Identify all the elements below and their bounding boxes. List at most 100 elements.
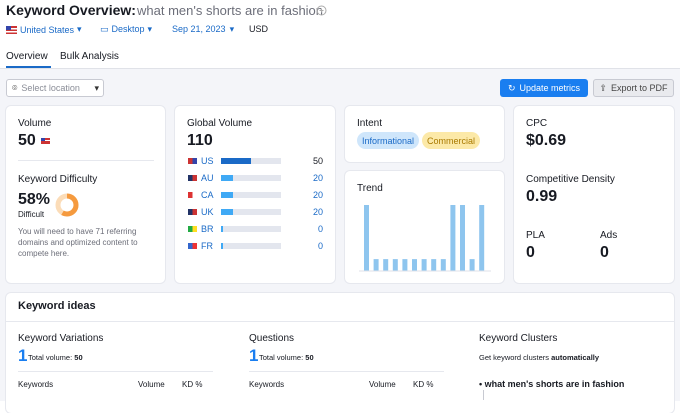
country-code: CA xyxy=(201,190,214,200)
cluster-text: what men's shorts are in fashion xyxy=(484,379,625,389)
trend-chart xyxy=(359,205,491,272)
donut-value xyxy=(55,193,79,217)
volume-value: 50 xyxy=(18,132,36,149)
volume-label: Volume xyxy=(18,118,52,129)
export-button[interactable]: ⇪ Export to PDF xyxy=(593,79,674,97)
page: {"header":{"title":"Keyword Overview:","… xyxy=(0,2,680,401)
caret: ▾ xyxy=(229,24,235,34)
ads-label: Ads xyxy=(600,230,618,241)
info-icon[interactable] xyxy=(316,5,327,16)
export-label: Export to PDF xyxy=(611,83,668,93)
cluster-item[interactable]: • what men's shorts are in fashion xyxy=(479,379,625,389)
trend-bar xyxy=(450,205,456,271)
col-header: KD % xyxy=(182,380,203,389)
update-button[interactable]: ↻ Update metrics xyxy=(500,79,588,97)
col-header: Volume xyxy=(369,380,396,389)
divider xyxy=(18,160,154,161)
currency: USD xyxy=(249,24,269,34)
country-volume: 20 xyxy=(312,173,323,183)
difficulty-level: Difficult xyxy=(18,210,45,219)
country-code: AU xyxy=(201,173,214,183)
total-label: Total volume: xyxy=(28,353,73,362)
intent-tag: Commercial xyxy=(422,132,481,149)
country-code: BR xyxy=(201,224,214,234)
bar-track xyxy=(221,226,281,232)
flag xyxy=(188,192,197,198)
density-label: Competitive Density xyxy=(526,174,615,185)
flag xyxy=(188,158,197,164)
trend-bar xyxy=(373,259,379,271)
trend-bar xyxy=(412,259,417,271)
trend-bar xyxy=(469,259,475,271)
bar-track xyxy=(221,243,281,249)
ads-value: 0 xyxy=(600,244,609,261)
bar-track xyxy=(221,175,281,181)
flag xyxy=(188,175,197,181)
cpc-value: $0.69 xyxy=(526,132,567,149)
total-label: Total volume: xyxy=(259,353,304,362)
col-header: Volume xyxy=(138,380,165,389)
volume-bar xyxy=(221,226,223,232)
questions-label: Questions xyxy=(249,333,295,344)
metrics-card xyxy=(514,106,674,283)
trend-bar xyxy=(392,259,398,271)
tab[interactable]: Overview xyxy=(6,51,48,62)
pla-value: 0 xyxy=(526,244,535,261)
flag xyxy=(188,226,197,232)
questions-total: Total volume: 50 xyxy=(259,353,314,362)
trend-bar xyxy=(402,259,408,271)
location: Select location xyxy=(21,83,80,93)
caret: ▾ xyxy=(94,82,99,93)
country-volume: 0 xyxy=(317,224,323,234)
divider xyxy=(18,371,213,372)
trend-bar xyxy=(383,259,389,271)
country-select[interactable]: United States ▾ xyxy=(6,24,82,35)
country-volume: 20 xyxy=(312,207,323,217)
density-value: 0.99 xyxy=(526,188,558,205)
date: Sep 21, 2023 xyxy=(172,24,226,34)
variations-count[interactable]: 1 xyxy=(18,346,28,365)
flag xyxy=(41,138,50,144)
pin: ⌾ xyxy=(12,82,18,93)
variations-total: Total volume: 50 xyxy=(28,353,83,362)
trend-label: Trend xyxy=(357,183,383,194)
total-value: 50 xyxy=(305,353,314,362)
global-label: Global Volume xyxy=(187,118,253,129)
tab[interactable]: Bulk Analysis xyxy=(60,51,119,62)
device: Desktop xyxy=(111,24,145,34)
export-icon: ⇪ xyxy=(599,82,607,93)
trend-bar xyxy=(431,259,437,271)
bar-track xyxy=(221,158,281,164)
flag xyxy=(188,209,197,215)
col-header: KD % xyxy=(413,380,434,389)
intent-label: Intent xyxy=(357,118,383,129)
difficulty-label: Keyword Difficulty xyxy=(18,174,98,185)
questions-count[interactable]: 1 xyxy=(249,346,259,365)
update-label: Update metrics xyxy=(519,83,581,93)
variations-label: Keyword Variations xyxy=(18,333,104,344)
ideas-title: Keyword ideas xyxy=(18,300,96,312)
ideas-card xyxy=(6,293,674,413)
country-volume: 20 xyxy=(312,190,323,200)
bar-track xyxy=(221,209,281,215)
location-select[interactable]: ⌾ Select location ▾ xyxy=(6,79,104,97)
date-select[interactable]: Sep 21, 2023 ▾ xyxy=(172,24,234,35)
country-code: US xyxy=(201,156,214,166)
divider xyxy=(249,371,444,372)
clusters-label: Keyword Clusters xyxy=(479,333,558,344)
pla-label: PLA xyxy=(526,230,545,241)
tree-line xyxy=(483,390,484,400)
difficulty-score: 58% xyxy=(18,191,51,208)
clusters-prefix: Get keyword clusters xyxy=(479,353,550,362)
device-select[interactable]: ▭ Desktop ▾ xyxy=(100,24,152,35)
monitor-icon: ▭ xyxy=(100,24,109,34)
global-total: 110 xyxy=(187,132,213,149)
volume-bar xyxy=(221,158,251,164)
trend-bar xyxy=(460,205,465,271)
volume-bar xyxy=(221,192,233,198)
volume-card xyxy=(6,106,165,283)
volume-bar xyxy=(221,209,233,215)
country: United States xyxy=(20,24,75,35)
trend-bar xyxy=(364,205,369,271)
difficulty-note: You will need to have 71 referring domai… xyxy=(18,227,138,258)
